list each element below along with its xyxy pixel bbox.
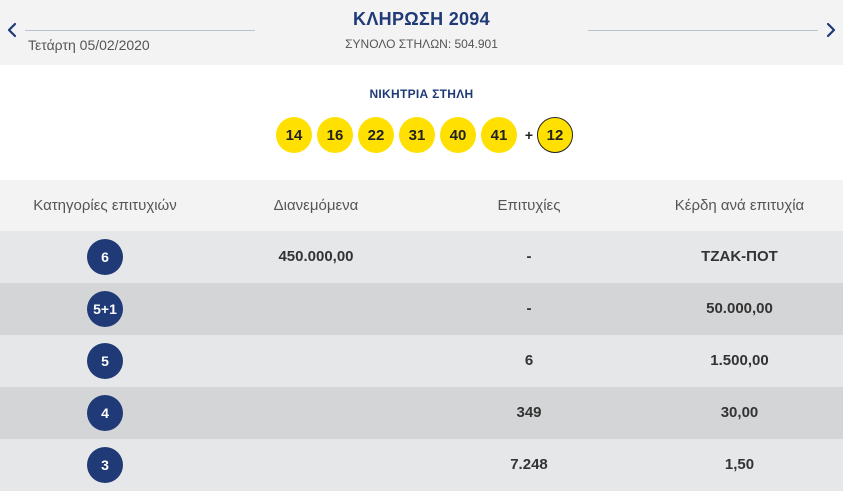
draw-header: Τετάρτη 05/02/2020 ΚΛΗΡΩΣΗ 2094 ΣΥΝΟΛΟ Σ… [0, 0, 843, 65]
number-ball: 31 [399, 117, 435, 153]
plus-sign: + [524, 127, 534, 143]
table-row: 5+1 - 50.000,00 [0, 283, 843, 335]
header-winners: Επιτυχίες [497, 197, 561, 214]
chevron-right-icon [826, 22, 836, 38]
prize-value: ΤΖΑΚ-ΠΟΤ [701, 248, 778, 265]
winners-value: - [526, 248, 532, 265]
category-badge: 4 [87, 395, 123, 431]
draw-title: ΚΛΗΡΩΣΗ 2094 [353, 9, 490, 29]
bonus-ball: 12 [537, 117, 573, 153]
table-row: 5 6 1.500,00 [0, 335, 843, 387]
prize-table: Κατηγορίες επιτυχιών Διανεμόμενα Επιτυχί… [0, 180, 843, 491]
winning-numbers: 14 16 22 31 40 41 + 12 [276, 117, 573, 153]
prize-value: 50.000,00 [706, 300, 773, 317]
winning-column-title: ΝΙΚΗΤΡΙΑ ΣΤΗΛΗ [369, 87, 474, 101]
previous-draw-button[interactable] [2, 18, 22, 42]
winners-value: 6 [524, 352, 534, 369]
distributed-value: 450.000,00 [278, 248, 354, 265]
winners-value: 7.248 [510, 456, 548, 473]
divider-right [588, 30, 818, 31]
winning-column-section: ΝΙΚΗΤΡΙΑ ΣΤΗΛΗ 14 16 22 31 40 41 + 12 [0, 65, 843, 180]
winners-value: - [526, 300, 532, 317]
header-categories: Κατηγορίες επιτυχιών [33, 197, 177, 214]
total-columns: ΣΥΝΟΛΟ ΣΤΗΛΩΝ: 504.901 [345, 37, 498, 51]
table-row: 4 349 30,00 [0, 387, 843, 439]
table-row: 6 450.000,00 - ΤΖΑΚ-ΠΟΤ [0, 231, 843, 283]
winners-value: 349 [516, 404, 542, 421]
next-draw-button[interactable] [821, 18, 841, 42]
prize-value: 1,50 [724, 456, 755, 473]
category-badge: 3 [87, 447, 123, 483]
prize-value: 30,00 [720, 404, 759, 421]
number-ball: 16 [317, 117, 353, 153]
table-row: 3 7.248 1,50 [0, 439, 843, 491]
number-ball: 14 [276, 117, 312, 153]
category-badge: 6 [87, 239, 123, 275]
chevron-left-icon [7, 22, 17, 38]
number-ball: 41 [481, 117, 517, 153]
table-header: Κατηγορίες επιτυχιών Διανεμόμενα Επιτυχί… [0, 180, 843, 231]
header-distributed: Διανεμόμενα [273, 197, 359, 214]
divider-left [25, 30, 255, 31]
category-badge: 5+1 [87, 291, 123, 327]
prize-value: 1.500,00 [710, 352, 769, 369]
draw-date: Τετάρτη 05/02/2020 [28, 37, 150, 53]
category-badge: 5 [87, 343, 123, 379]
number-ball: 22 [358, 117, 394, 153]
header-prize-per-winner: Κέρδη ανά επιτυχία [674, 197, 805, 214]
number-ball: 40 [440, 117, 476, 153]
